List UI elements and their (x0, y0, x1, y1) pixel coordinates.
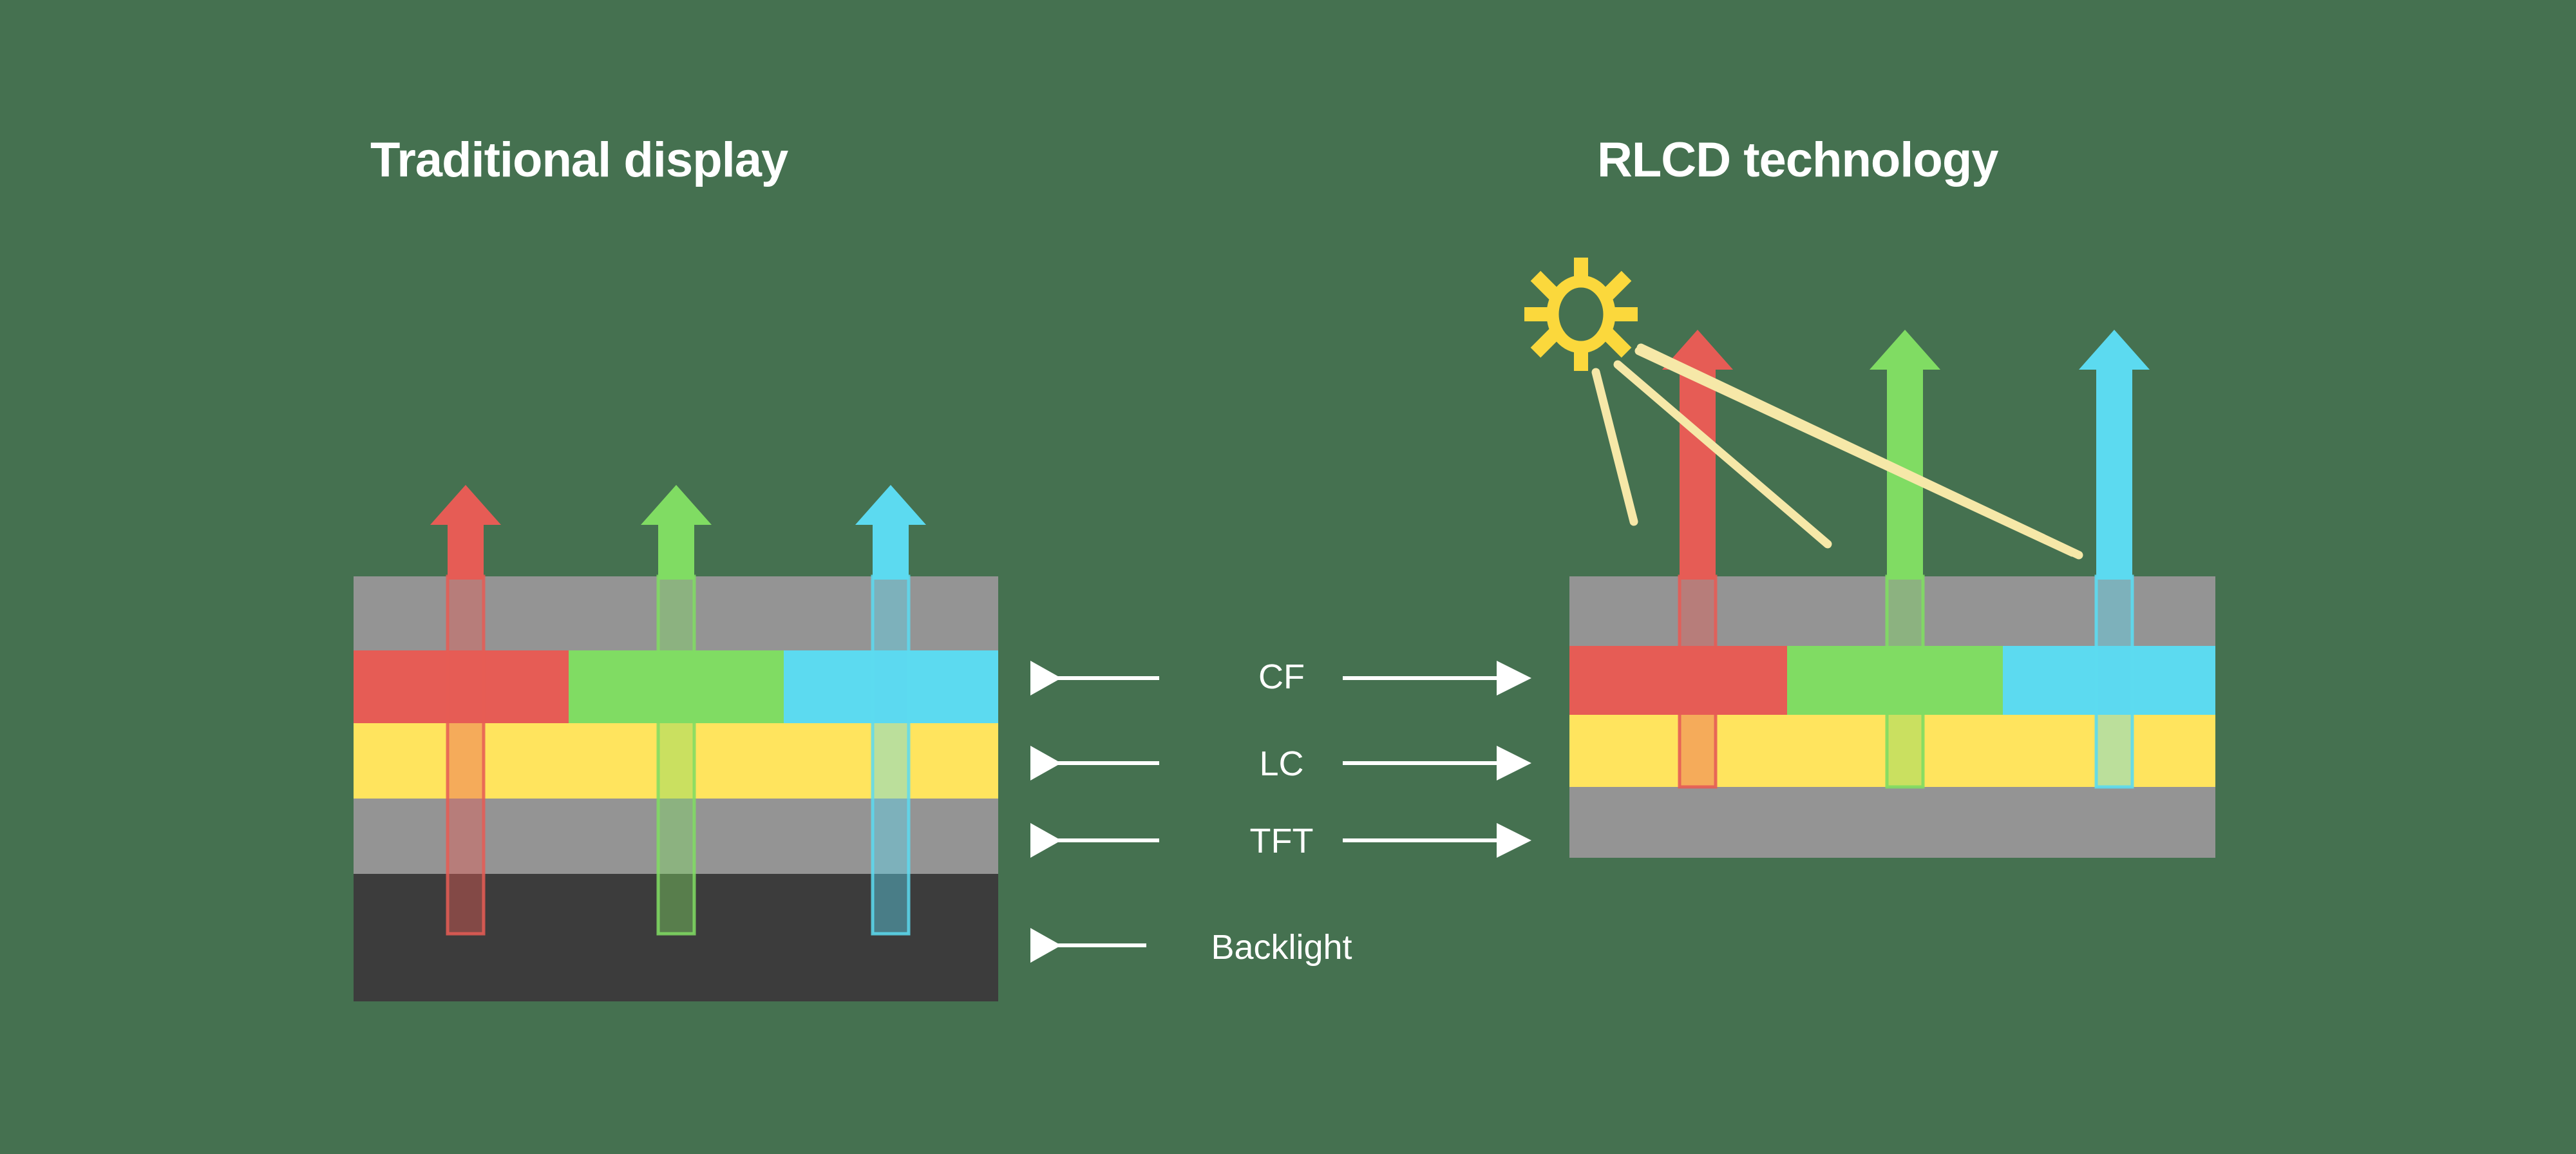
left-layer-lc (354, 723, 998, 799)
left-layer-backlight (354, 874, 998, 1001)
right-cyan-light-arrow (2079, 330, 2150, 789)
right-layer-lc (1569, 715, 2215, 787)
sun-ray-w (1524, 307, 1553, 321)
layer-label-cf: CF (1258, 657, 1305, 696)
sun-ray-se (1601, 327, 1632, 358)
right-diagram-title: RLCD technology (1597, 133, 1999, 187)
sunlight-ray-3 (1634, 346, 2077, 557)
sunlight-ray-4 (1636, 343, 2083, 560)
left-diagram-title: Traditional display (370, 133, 788, 187)
sun-ray-sw (1530, 327, 1561, 358)
layer-label-lc: LC (1259, 744, 1304, 783)
sunlight-ray-1 (1591, 368, 1638, 526)
center-connector-arrows (1030, 661, 1531, 963)
left-layer-cf-green (569, 650, 784, 723)
left-layer-tft (354, 799, 998, 874)
right-red-light-arrow (1662, 330, 1733, 789)
left-green-light-arrow (641, 485, 712, 936)
right-layer-cf-red (1569, 646, 1787, 715)
right-layer-tft-reflector (1569, 787, 2215, 858)
right-display-stack (1569, 330, 2215, 858)
sun-ray-s (1574, 343, 1588, 371)
left-layer-cf-red (354, 650, 569, 723)
sun-ray-n (1574, 258, 1588, 286)
right-layer-cf-cyan (2003, 646, 2215, 715)
left-layer-polarizer-top (354, 576, 998, 650)
layer-label-tft: TFT (1249, 822, 1314, 860)
sun-icon (1524, 258, 1638, 371)
left-cyan-light-arrow (855, 485, 926, 936)
sunlight-rays (1591, 343, 2083, 560)
right-green-light-arrow (1870, 330, 1940, 789)
sun-ray-nw (1530, 270, 1561, 301)
sun-ray-ne (1601, 270, 1632, 301)
left-display-stack (354, 485, 998, 1001)
sunlight-ray-2 (1613, 360, 1832, 549)
right-layer-cf-green (1787, 646, 2003, 715)
layer-label-backlight: Backlight (1211, 928, 1352, 967)
sun-ray-e (1609, 307, 1638, 321)
left-layer-cf-cyan (784, 650, 998, 723)
right-layer-polarizer-top (1569, 576, 2215, 646)
left-red-light-arrow (430, 485, 501, 936)
